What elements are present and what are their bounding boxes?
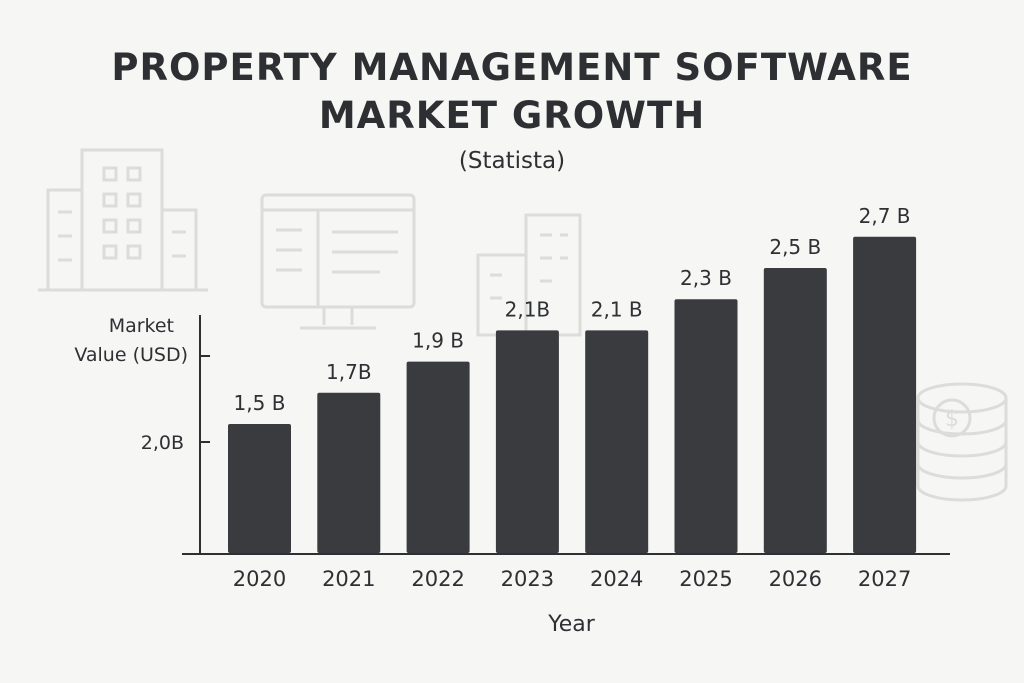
value-label-2027: 2,7 B xyxy=(859,204,911,228)
bar-2020 xyxy=(228,424,291,553)
category-label-2026: 2026 xyxy=(769,567,822,591)
chart-title-line-1: PROPERTY MANAGEMENT SOFTWARE xyxy=(111,46,913,89)
building-icon xyxy=(38,148,208,292)
bar-2023 xyxy=(495,330,559,553)
category-label-2024: 2024 xyxy=(590,567,643,591)
value-label-2021: 1,7B xyxy=(326,360,372,384)
coin-dollar-glyph: $ xyxy=(945,407,959,432)
value-label-2020: 1,5 B xyxy=(234,391,286,415)
bar-series xyxy=(228,236,917,554)
category-label-2022: 2022 xyxy=(411,567,464,591)
value-label-2023: 2,1B xyxy=(505,297,551,321)
bar-2027 xyxy=(853,236,917,554)
coin-stack-icon xyxy=(916,382,1008,502)
category-label-2027: 2027 xyxy=(858,567,911,591)
chart-subtitle: (Statista) xyxy=(458,148,566,174)
value-label-2024: 2,1 B xyxy=(591,297,643,321)
value-label-2026: 2,5 B xyxy=(769,235,821,259)
value-label-2022: 1,9 B xyxy=(412,329,464,353)
value-label-2025: 2,3 B xyxy=(680,266,732,290)
category-label-group: 2020 2021 2022 2023 2024 2025 2026 2027 xyxy=(233,567,912,591)
category-label-2023: 2023 xyxy=(501,567,554,591)
bar-2021 xyxy=(317,392,381,553)
bar-2024 xyxy=(585,330,649,553)
category-label-2025: 2025 xyxy=(679,567,732,591)
category-label-2021: 2021 xyxy=(322,567,375,591)
bar-2022 xyxy=(406,361,470,553)
bar-2025 xyxy=(674,299,738,553)
x-axis-label: Year xyxy=(548,612,595,637)
y-axis-label-line-2: Value (USD) xyxy=(74,344,188,366)
monitor-icon xyxy=(260,193,416,330)
chart-title-line-2: MARKET GROWTH xyxy=(318,94,706,137)
bar-2026 xyxy=(763,268,827,553)
category-label-2020: 2020 xyxy=(233,567,286,591)
y-tick-label: 2,0B xyxy=(140,432,184,454)
value-label-group: 1,5 B 1,7B 1,9 B 2,1B 2,1 B 2,3 B 2,5 B 2,7 B xyxy=(234,204,911,415)
y-axis-label-line-1: Market xyxy=(108,315,174,337)
